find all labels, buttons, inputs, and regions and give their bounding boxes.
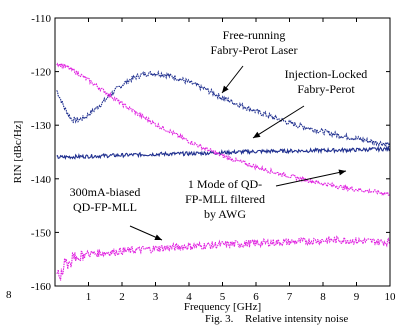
annotation-line: 300mA-biased bbox=[70, 185, 141, 199]
y-axis-label: RIN [dBc/Hz] bbox=[12, 121, 24, 184]
series-layer bbox=[56, 61, 391, 281]
annotation-2: Injection-Locked Fabry-Perot bbox=[285, 67, 368, 96]
axes-layer: 1 2 3 4 5 6 7 8 9 10 -110 -120 -130 -140 -150 -160 Frequ… bbox=[6, 13, 396, 313]
x-tick-label: 1 bbox=[86, 291, 92, 303]
edge-fragment-label: 8 bbox=[6, 289, 12, 301]
x-tick-label: 4 bbox=[186, 291, 192, 303]
annotation-arrowhead-2 bbox=[253, 131, 261, 138]
y-tick-label: -110 bbox=[31, 13, 51, 25]
y-tick-label: -120 bbox=[31, 67, 52, 79]
x-axis-label: Frequency [GHz] bbox=[184, 301, 261, 313]
x-tick-label: 9 bbox=[354, 291, 360, 303]
x-tick-label: 10 bbox=[385, 291, 397, 303]
x-tick-label: 3 bbox=[153, 291, 159, 303]
x-tick-label: 2 bbox=[119, 291, 125, 303]
y-tick-label: -160 bbox=[31, 281, 52, 293]
series-line-3 bbox=[56, 61, 391, 196]
figure-caption: Fig. 3. Relative intensity noise bbox=[0, 311, 403, 329]
annotation-arrowhead-4 bbox=[154, 234, 162, 240]
annotation-line: Free-running bbox=[223, 28, 286, 42]
annotation-4: 300mA-biased QD-FP-MLL bbox=[70, 185, 141, 214]
x-tick-label: 8 bbox=[320, 291, 326, 303]
annotation-3: 1 Mode of QD-FP-MLL filtered by AWG bbox=[185, 177, 265, 221]
series-line-1 bbox=[56, 69, 391, 148]
annotation-1: Free-running Fabry-Perot Laser bbox=[211, 28, 298, 57]
x-tick-label: 5 bbox=[220, 291, 226, 303]
annotations-layer: Free-running Fabry-Perot Laser Injection-L… bbox=[70, 28, 368, 241]
annotation-arrow-2 bbox=[252, 105, 305, 139]
caption-label: Fig. 3. bbox=[205, 313, 234, 325]
x-tick-label: 6 bbox=[253, 291, 259, 303]
y-tick-label: -150 bbox=[31, 227, 52, 239]
y-tick-label: -130 bbox=[31, 120, 52, 132]
annotation-line: 1 Mode of QD- bbox=[188, 177, 262, 191]
annotation-line: by AWG bbox=[204, 207, 246, 221]
x-tick-label: 7 bbox=[287, 291, 293, 303]
series-line-4 bbox=[56, 235, 391, 281]
annotation-arrowhead-1 bbox=[222, 85, 229, 93]
annotation-arrow-3 bbox=[275, 170, 347, 187]
annotation-line: FP-MLL filtered bbox=[185, 192, 265, 206]
annotation-line: Fabry-Perot Laser bbox=[211, 43, 298, 57]
y-tick-label: -140 bbox=[31, 174, 52, 186]
annotation-arrowhead-3 bbox=[338, 169, 346, 176]
annotation-line: QD-FP-MLL bbox=[73, 200, 137, 214]
caption-text: Relative intensity noise bbox=[245, 313, 349, 325]
series-line-2 bbox=[56, 145, 391, 161]
annotation-line: Injection-Locked bbox=[285, 67, 368, 81]
annotation-line: Fabry-Perot bbox=[297, 82, 355, 96]
